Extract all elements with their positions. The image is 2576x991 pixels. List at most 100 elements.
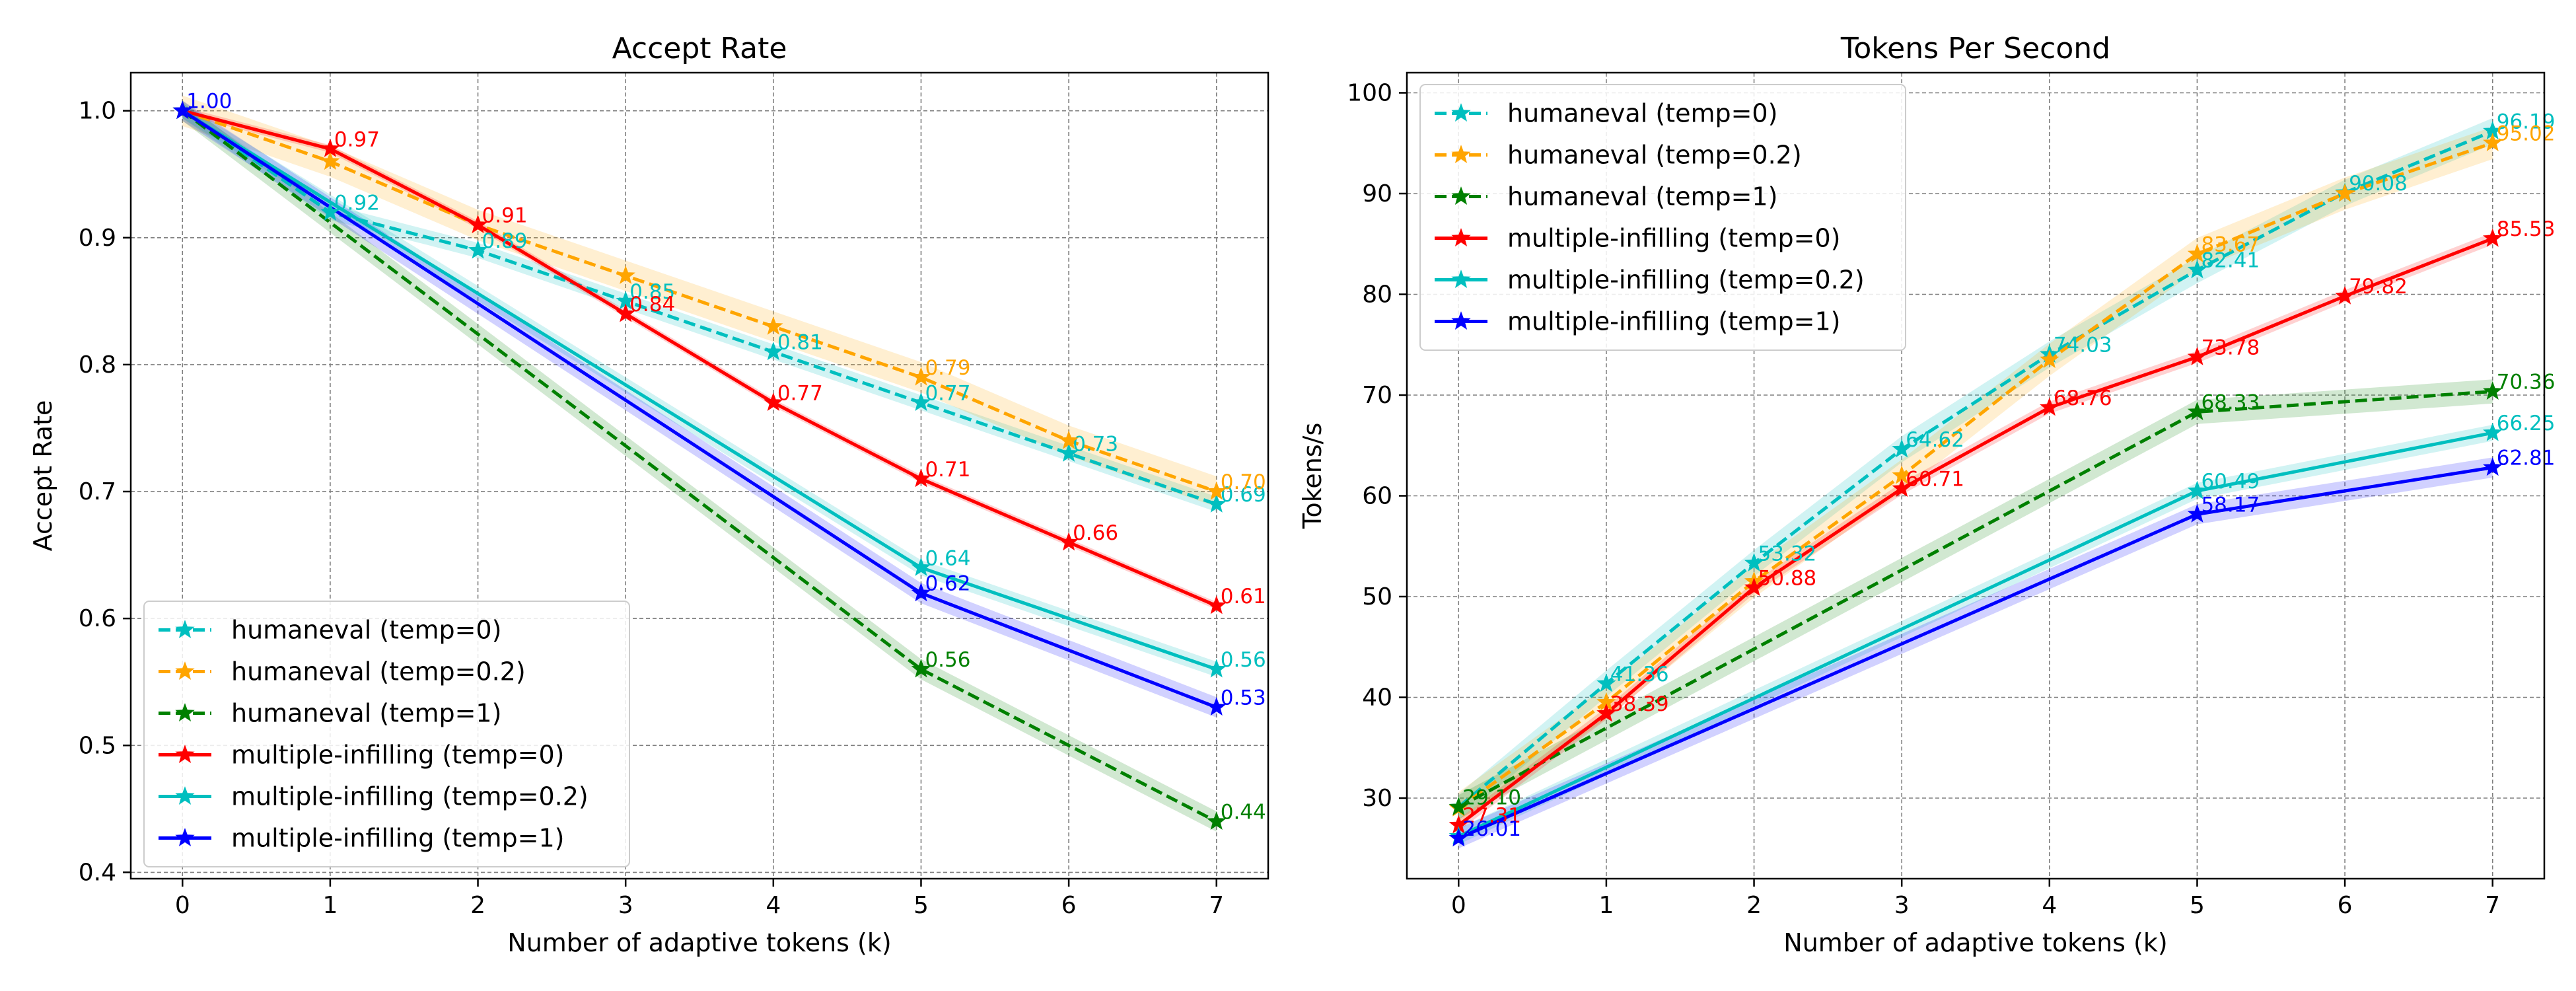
legend-marker — [175, 703, 195, 721]
y-tick-label: 60 — [1362, 483, 1392, 510]
data-label: 95.02 — [2497, 122, 2556, 145]
data-label: 62.81 — [2497, 447, 2556, 470]
legend: humaneval (temp=0) humaneval (temp=0.2) hu… — [143, 601, 630, 867]
data-point — [2187, 244, 2207, 262]
data-label: 0.73 — [1073, 432, 1118, 456]
x-tick-label: 5 — [913, 892, 929, 919]
data-label: 38.39 — [1610, 692, 1669, 716]
y-tick-label: 100 — [1347, 80, 1392, 107]
legend-label: humaneval (temp=1) — [231, 699, 501, 728]
data-point — [2187, 402, 2207, 420]
data-label: 70.36 — [2497, 371, 2556, 394]
legend-marker — [1451, 311, 1471, 330]
data-point — [1207, 595, 1227, 614]
data-label: 0.85 — [629, 280, 675, 304]
data-point — [764, 316, 783, 335]
x-tick-label: 1 — [1598, 892, 1614, 919]
legend-label: multiple-infilling (temp=1) — [1507, 307, 1841, 336]
series-line — [182, 109, 1217, 494]
axes-frame — [1406, 71, 2546, 880]
chart-right: 29.10 41.36 53.32 64.62 74.03 82.41 90.08 96.19… — [1298, 32, 2555, 957]
data-point — [1059, 443, 1079, 462]
data-label: 90.08 — [2349, 172, 2408, 196]
x-tick-label: 3 — [1894, 892, 1910, 919]
data-point — [911, 583, 931, 602]
data-point — [764, 342, 783, 361]
x-axis-label: Number of adaptive tokens (k) — [507, 928, 891, 957]
x-tick-label: 5 — [2190, 892, 2205, 919]
data-label: 0.70 — [1221, 470, 1266, 494]
legend-marker — [1451, 228, 1471, 246]
data-point — [616, 265, 635, 284]
y-tick-label: 0.5 — [79, 732, 116, 759]
data-point — [2187, 480, 2207, 499]
data-point — [2483, 133, 2503, 151]
data-label: 79.82 — [2349, 275, 2408, 299]
legend-marker — [175, 786, 195, 805]
data-label: 0.77 — [925, 382, 970, 406]
data-point — [911, 659, 931, 678]
x-tick-label: 6 — [2338, 892, 2353, 919]
data-label: 68.33 — [2201, 390, 2260, 414]
data-label: 60.71 — [1906, 468, 1964, 492]
data-label: 0.64 — [925, 546, 970, 570]
data-label: 0.89 — [482, 229, 528, 253]
x-tick-label: 7 — [2485, 892, 2500, 919]
data-point — [616, 303, 635, 322]
data-label: 66.25 — [2497, 412, 2556, 435]
data-point — [320, 151, 340, 170]
data-point — [1449, 828, 1468, 847]
data-point — [1596, 673, 1616, 692]
data-point — [2335, 183, 2355, 202]
data-point — [1892, 478, 1912, 497]
legend-marker — [175, 828, 195, 846]
data-label: 0.97 — [334, 128, 380, 151]
y-tick-label: 40 — [1362, 684, 1392, 712]
y-tick-label: 30 — [1362, 785, 1392, 812]
x-tick-label: 1 — [322, 892, 338, 919]
data-point — [911, 392, 931, 412]
data-label: 74.03 — [2054, 334, 2112, 357]
data-label: 0.66 — [1073, 521, 1118, 545]
y-tick-label: 1.0 — [79, 98, 116, 125]
data-point — [1449, 797, 1468, 816]
data-label: 0.44 — [1221, 801, 1266, 825]
data-point — [911, 468, 931, 488]
x-axis-label: Number of adaptive tokens (k) — [1783, 928, 2167, 957]
data-label: 53.32 — [1758, 542, 1817, 566]
series-line — [182, 109, 1217, 608]
legend: humaneval (temp=0) humaneval (temp=0.2) hu… — [1419, 84, 1906, 351]
y-axis-label: Accept Rate — [28, 400, 57, 552]
data-point — [1207, 659, 1227, 678]
legend-label: multiple-infilling (temp=0.2) — [231, 782, 589, 811]
series-line — [1458, 390, 2493, 809]
y-tick-label: 0.6 — [79, 605, 116, 632]
legend-box — [1419, 84, 1906, 351]
legend-label: multiple-infilling (temp=1) — [231, 824, 565, 853]
data-label: 1.00 — [186, 90, 232, 114]
y-tick-label: 90 — [1362, 180, 1392, 207]
x-tick-label: 2 — [470, 892, 485, 919]
legend-label: humaneval (temp=0) — [1507, 99, 1777, 128]
y-tick-label: 0.8 — [79, 351, 116, 379]
legend-label: humaneval (temp=0.2) — [1507, 141, 1802, 170]
data-point — [1207, 697, 1227, 716]
data-point — [2335, 285, 2355, 305]
axes-frame — [129, 71, 1270, 880]
data-label: 0.77 — [777, 382, 823, 406]
legend-marker — [175, 620, 195, 638]
data-point — [911, 557, 931, 576]
data-label: 0.92 — [334, 191, 380, 215]
y-tick-label: 80 — [1362, 281, 1392, 309]
data-point — [468, 215, 488, 234]
legend-marker — [175, 661, 195, 680]
data-label: 0.81 — [777, 331, 823, 355]
data-point — [1207, 481, 1227, 500]
chart-left: 0.920.890.850.810.770.730.690.790.700.56… — [28, 32, 1270, 957]
data-point — [1744, 577, 1764, 597]
data-label: 58.17 — [2201, 493, 2260, 517]
x-tick-label: 4 — [2042, 892, 2057, 919]
data-point — [2483, 228, 2503, 247]
data-point — [1059, 430, 1079, 449]
data-label: 0.71 — [925, 458, 970, 482]
